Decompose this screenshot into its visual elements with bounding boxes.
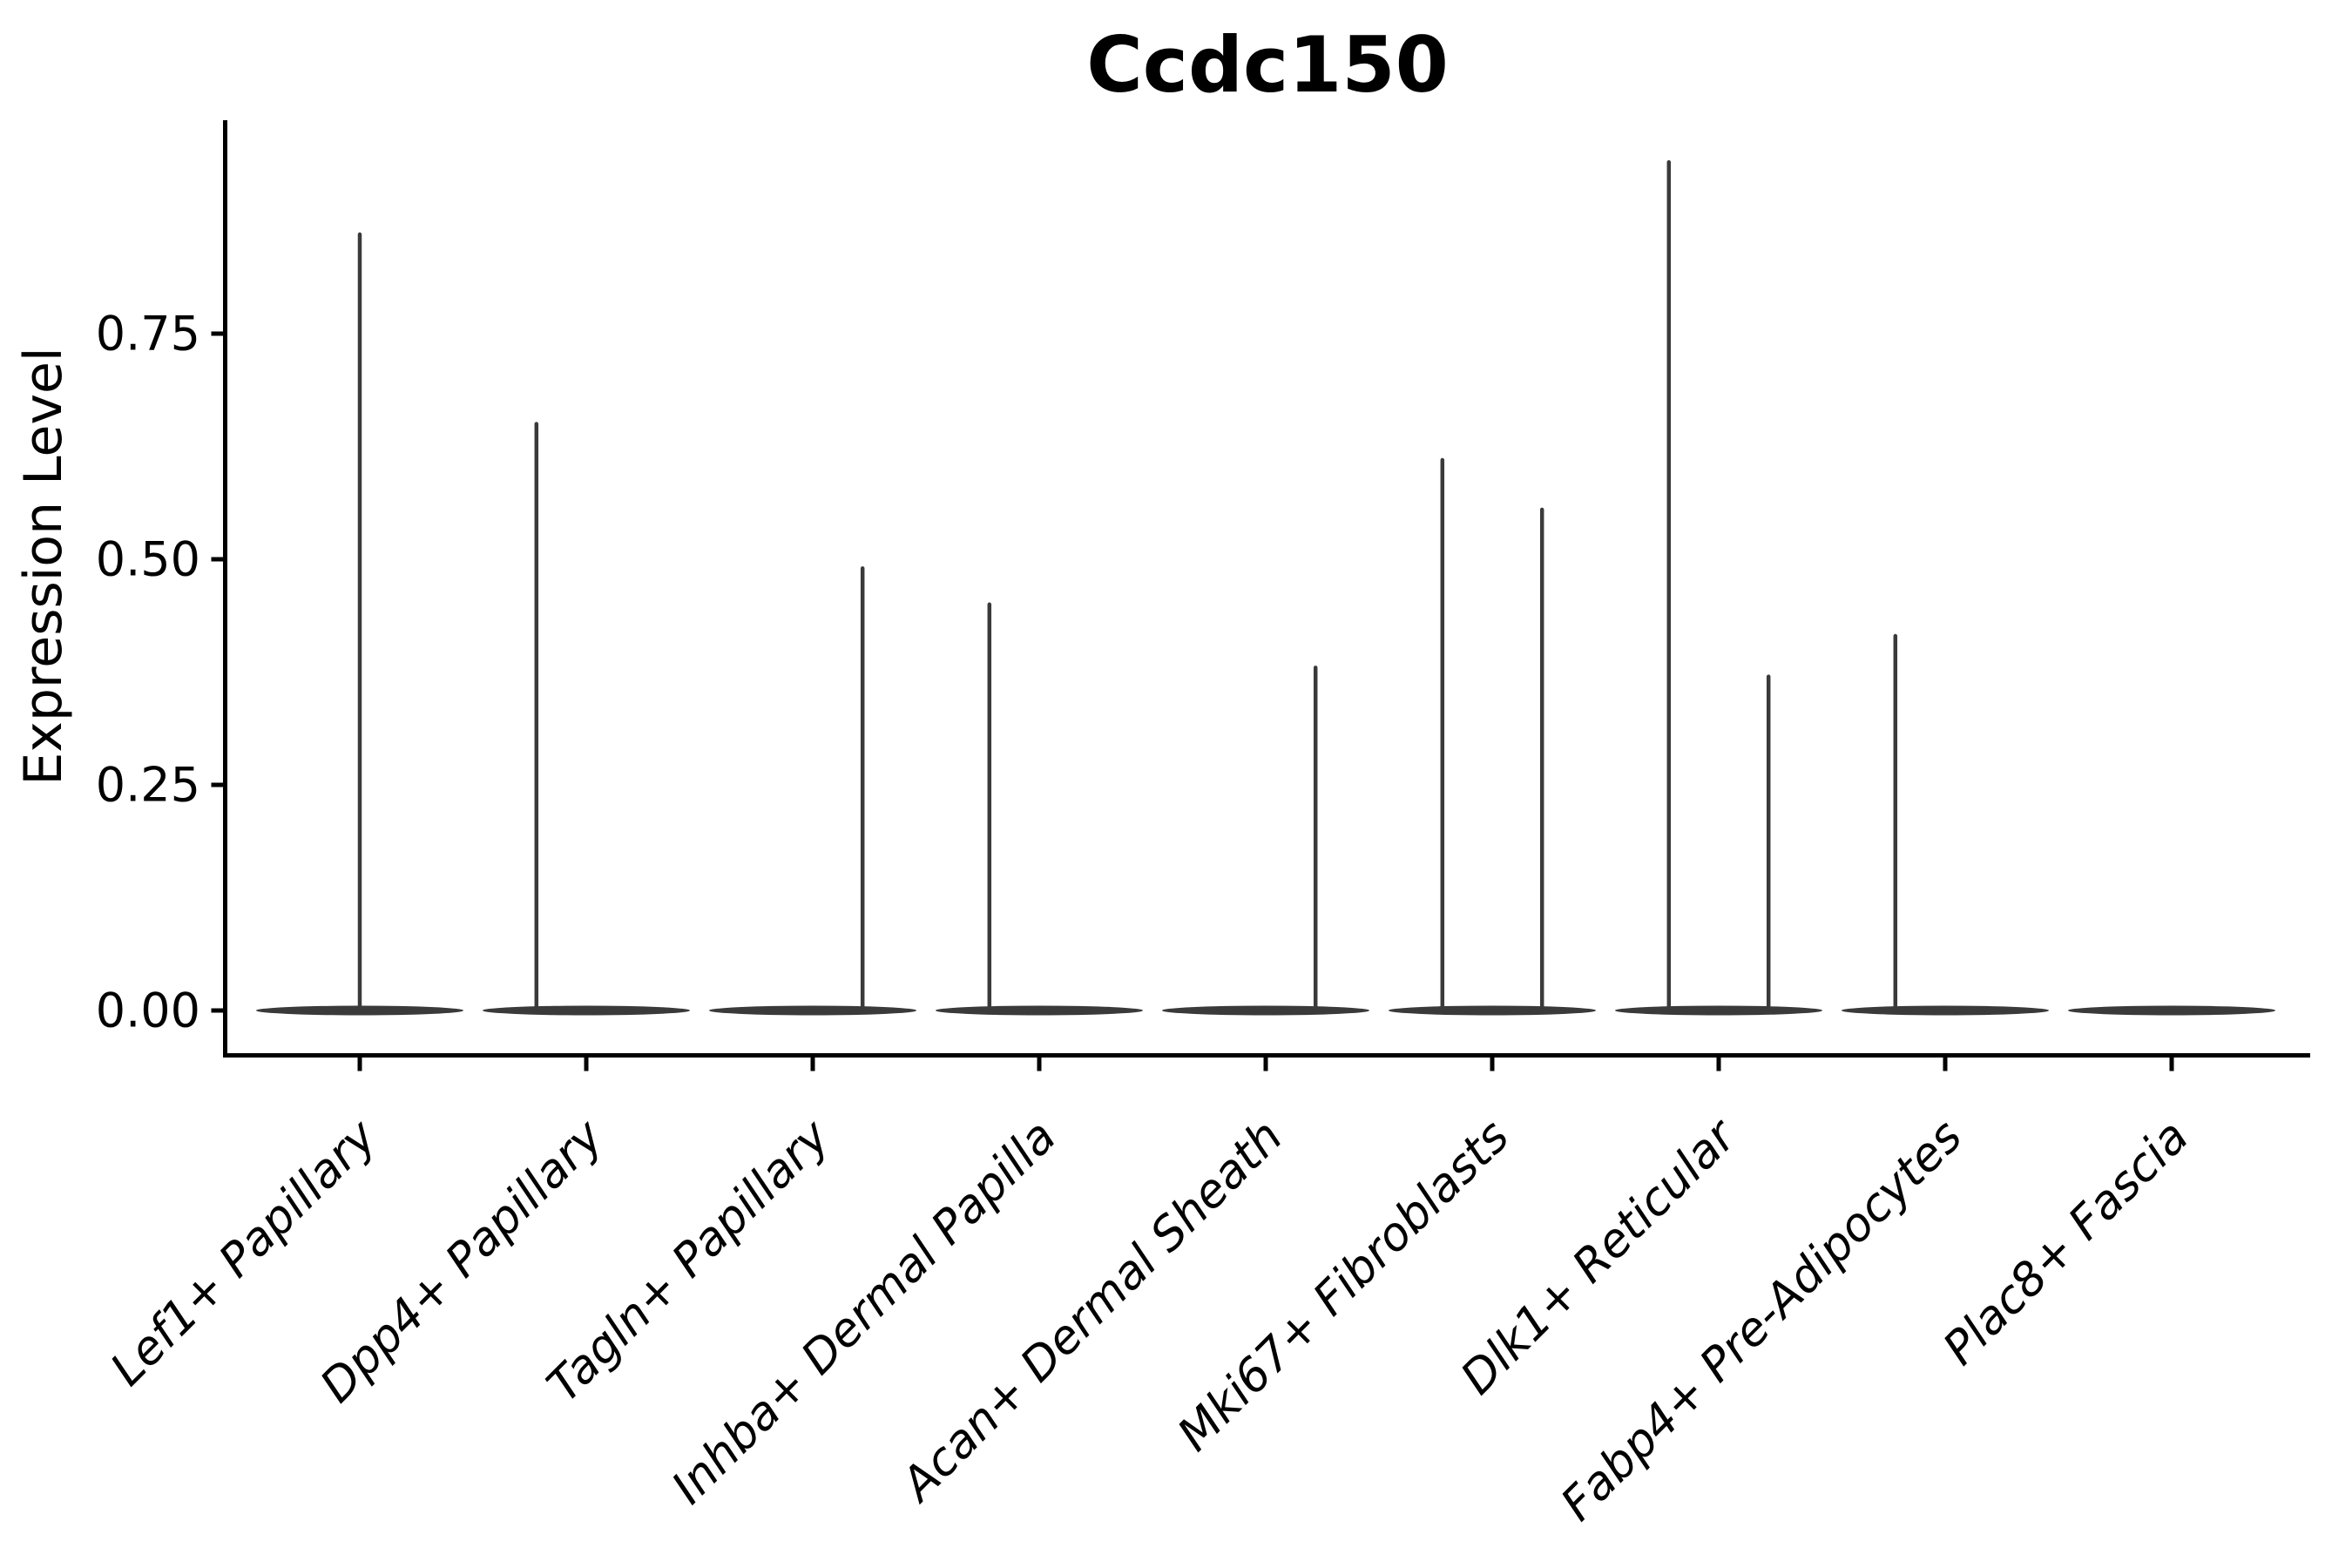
axes-layer bbox=[223, 120, 2310, 1058]
violin-body bbox=[2068, 1005, 2275, 1016]
violin-needles-layer bbox=[357, 159, 1898, 1010]
y-tick-label: 0.00 bbox=[96, 983, 200, 1038]
x-tick-label: Acan+ Dermal Sheath bbox=[890, 1110, 1294, 1513]
x-tick-label: Inhba+ Dermal Papilla bbox=[662, 1110, 1066, 1514]
y-tick-label: 0.75 bbox=[96, 307, 200, 362]
violin-body bbox=[936, 1005, 1143, 1016]
x-tick-label: Fabp4+ Pre-Adipocytes bbox=[1551, 1110, 1973, 1531]
x-tick-label: Plac8+ Fascia bbox=[1933, 1110, 2199, 1375]
y-tick-label: 0.25 bbox=[96, 758, 200, 813]
violin-body bbox=[256, 1005, 463, 1016]
y-tick-label: 0.50 bbox=[96, 532, 200, 587]
y-axis-title: Expression Level bbox=[13, 347, 74, 785]
violin-body bbox=[1162, 1005, 1369, 1016]
violin-bodies-layer bbox=[256, 1005, 2275, 1016]
violin-body bbox=[483, 1005, 690, 1016]
violin-body bbox=[1842, 1005, 2049, 1016]
violin-body bbox=[1615, 1005, 1822, 1016]
violin-body bbox=[709, 1005, 916, 1016]
violin-body bbox=[1389, 1005, 1596, 1016]
ticks-layer bbox=[211, 331, 2174, 1071]
plot-title: Ccdc150 bbox=[1086, 20, 1449, 110]
